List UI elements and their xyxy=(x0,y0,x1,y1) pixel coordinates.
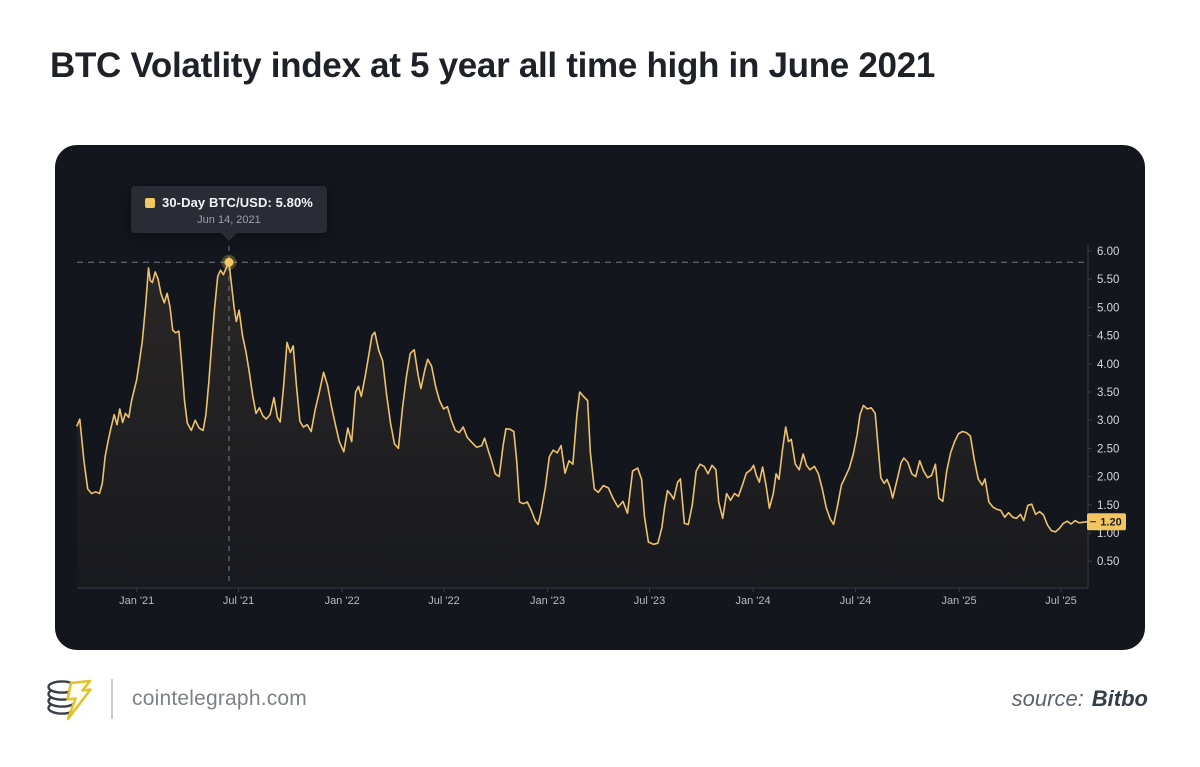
x-tick-label: Jul '25 xyxy=(1045,595,1076,607)
y-tick-label: 2.00 xyxy=(1097,472,1119,484)
y-tick-label: 0.50 xyxy=(1097,556,1119,568)
page-title: BTC Volatlity index at 5 year all time h… xyxy=(50,46,936,85)
current-value-badge xyxy=(1087,513,1126,531)
y-tick-label: 3.00 xyxy=(1097,415,1119,427)
footer: cointelegraph.com xyxy=(44,674,307,724)
x-tick-label: Jul '24 xyxy=(840,595,871,607)
tooltip-row: 30-Day BTC/USD: 5.80% xyxy=(145,195,313,210)
series-swatch-icon xyxy=(145,197,156,208)
footer-divider xyxy=(111,679,113,719)
current-value-badge-label: 1.20 xyxy=(1100,517,1121,529)
x-tick-label: Jul '21 xyxy=(223,595,254,607)
peak-marker-dot[interactable] xyxy=(224,257,234,267)
y-tick-label: 6.00 xyxy=(1097,246,1119,258)
y-tick-label: 4.00 xyxy=(1097,359,1119,371)
x-tick-label: Jul '22 xyxy=(428,595,459,607)
y-tick-label: 5.50 xyxy=(1097,274,1119,286)
lightning-bolt-icon xyxy=(66,679,92,721)
source-label: source: xyxy=(1011,686,1084,711)
chart-panel: 6.00 5.50 5.00 4.50 4.00 3.50 3.00 2.50 2.00 1.50… xyxy=(55,145,1145,650)
y-tick-label: 3.50 xyxy=(1097,387,1119,399)
x-tick-label: Jan '23 xyxy=(530,595,565,607)
y-tick-label: 1.00 xyxy=(1097,528,1119,540)
brand-text: cointelegraph.com xyxy=(132,687,307,710)
y-tick-label: 5.00 xyxy=(1097,302,1119,314)
x-tick-label: Jan '21 xyxy=(119,595,154,607)
x-tick-label: Jul '23 xyxy=(634,595,665,607)
tooltip-label: 30-Day BTC/USD: 5.80% xyxy=(162,195,313,210)
y-tick-label: 1.50 xyxy=(1097,500,1119,512)
cointelegraph-logo xyxy=(47,679,92,721)
x-tick-label: Jan '22 xyxy=(325,595,360,607)
tooltip: 30-Day BTC/USD: 5.80% Jun 14, 2021 xyxy=(131,186,327,233)
y-tick-label: 4.50 xyxy=(1097,331,1119,343)
chart-svg[interactable]: 6.00 5.50 5.00 4.50 4.00 3.50 3.00 2.50 2.00 1.50… xyxy=(55,145,1145,650)
source-attribution: source: Bitbo xyxy=(1012,686,1148,712)
x-tick-label: Jan '24 xyxy=(735,595,770,607)
x-tick-label: Jan '25 xyxy=(942,595,977,607)
source-name: Bitbo xyxy=(1091,686,1148,711)
tooltip-date: Jun 14, 2021 xyxy=(197,214,261,226)
volatility-area xyxy=(77,262,1087,588)
y-tick-label: 2.50 xyxy=(1097,443,1119,455)
volatility-line xyxy=(76,261,1088,546)
